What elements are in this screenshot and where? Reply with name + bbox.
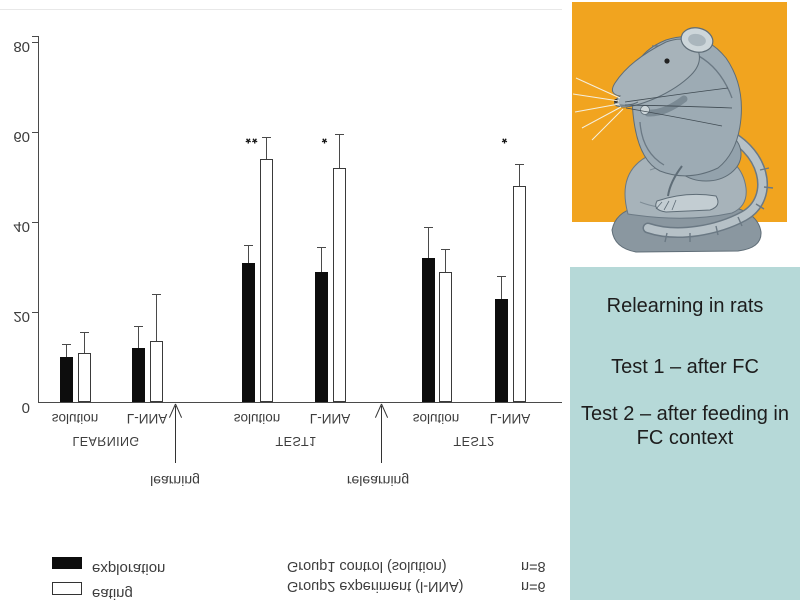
y-axis-top-cap [32, 36, 38, 37]
error-bar-whisker [138, 325, 139, 348]
group2-note: Group2 experiment (l-NNA) [287, 578, 464, 594]
group2-n-count: n=6 [521, 578, 546, 594]
legend-label-exploration: exploration [92, 560, 166, 577]
y-axis [38, 36, 39, 402]
exploration-bar [59, 357, 73, 402]
bar-chart: exploration eating Group1 control (solut… [0, 9, 562, 600]
error-bar-cap [441, 249, 450, 250]
significance-marker: * [321, 131, 329, 147]
y-tick-label: 40 [13, 218, 30, 235]
arrow-shaft [175, 406, 176, 463]
y-tick-label: 80 [13, 38, 30, 55]
error-bar-cap [497, 276, 506, 277]
y-tick-label: 20 [13, 308, 30, 325]
exploration-bar [421, 258, 435, 402]
note-line-relearning: Relearning in rats [606, 295, 764, 317]
arrow-label: relearning [346, 473, 410, 489]
eating-bar [259, 159, 273, 402]
error-bar-whisker [66, 343, 67, 357]
arrow-head-right [381, 403, 389, 418]
rat-whiskers [572, 77, 733, 141]
eating-bar [149, 341, 163, 402]
exploration-bar [241, 262, 255, 402]
rat-foot [655, 193, 719, 213]
error-bar-cap [515, 163, 524, 165]
error-bar-whisker [445, 249, 446, 272]
note-line-test1: Test 1 – after FC [611, 355, 759, 378]
error-bar-cap [335, 134, 344, 136]
y-tick [32, 42, 38, 43]
significance-marker: * [501, 131, 509, 147]
error-bar-whisker [84, 332, 85, 353]
rat-arm [644, 95, 688, 117]
y-tick [32, 132, 38, 133]
error-bar-cap [152, 294, 161, 295]
error-bar-cap [62, 343, 71, 345]
legend-label-eating: eating [92, 585, 133, 600]
error-bar-whisker [266, 136, 267, 159]
rat-eye [664, 58, 670, 64]
error-bar-cap [424, 226, 433, 228]
y-tick-label: 60 [13, 128, 30, 145]
x-axis [38, 402, 562, 403]
y-tick [32, 312, 38, 313]
eating-bar [77, 352, 91, 402]
condition-label: L-NNA [309, 411, 351, 426]
phase-label: LEARNING [72, 434, 140, 448]
error-bar-whisker [321, 246, 322, 272]
condition-label: L-NNA [489, 411, 531, 426]
y-tick-label: 0 [21, 399, 30, 416]
error-bar-cap [317, 246, 326, 248]
significance-marker: ** [245, 131, 259, 147]
rat-paw [640, 105, 650, 115]
note-line-test2: Test 2 – after feeding in FC context [581, 403, 789, 449]
error-bar-cap [80, 332, 89, 334]
error-bar-cap [262, 136, 271, 138]
phase-label: TEST1 [275, 434, 317, 448]
legend-swatch-exploration [52, 557, 82, 569]
group1-n-count: n=8 [521, 558, 546, 574]
error-bar-whisker [156, 294, 157, 342]
notes-textbox: Relearning in rats Test 1 – after FC Tes… [570, 267, 800, 600]
eating-bar [332, 168, 346, 402]
error-bar-cap [134, 325, 143, 327]
y-tick [32, 222, 38, 223]
legend-swatch-eating [52, 582, 82, 595]
thinker-rat-image [570, 2, 790, 258]
exploration-bar [314, 271, 328, 402]
error-bar-whisker [248, 244, 249, 263]
chart-image-top-edge [0, 9, 562, 10]
exploration-bar [494, 298, 508, 402]
error-bar-cap [244, 244, 253, 246]
phase-label: TEST2 [453, 434, 495, 448]
arrow-label: learning [150, 473, 200, 489]
group1-note: Group1 control (solution) [287, 558, 447, 574]
rat-tail [642, 124, 774, 243]
error-bar-whisker [428, 226, 429, 258]
arrow-shaft [381, 406, 382, 463]
error-bar-whisker [339, 134, 340, 168]
error-bar-whisker [519, 163, 520, 186]
eating-bar [438, 271, 452, 402]
eating-bar [512, 186, 526, 402]
error-bar-whisker [501, 276, 502, 299]
thinker-rat-illustration [572, 2, 787, 253]
exploration-bar [131, 348, 145, 402]
